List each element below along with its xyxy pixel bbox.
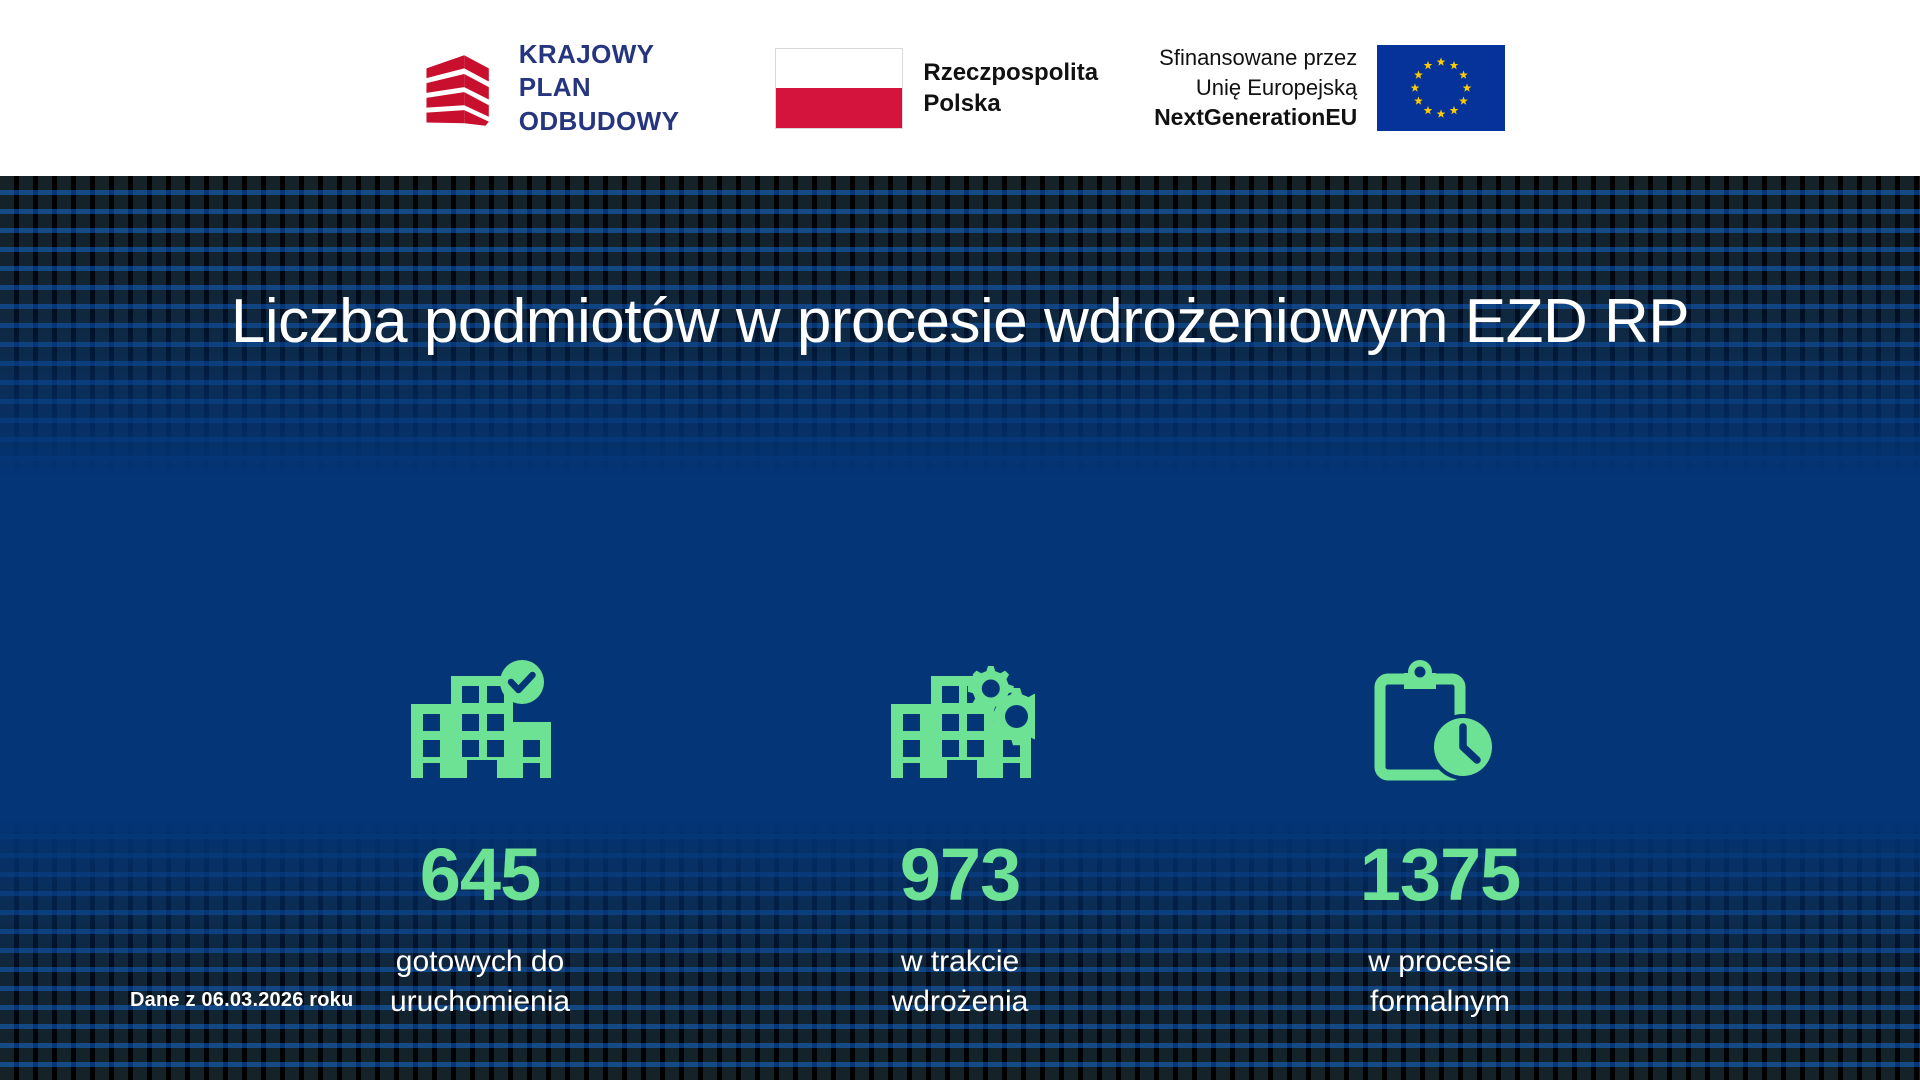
stat-card-ready: 645 gotowych do uruchomienia (300, 646, 660, 1021)
stat-card-formal: 1375 w procesie formalnym (1260, 646, 1620, 1021)
main-panel: Liczba podmiotów w procesie wdrożeniowym… (0, 176, 1920, 1080)
poland-line-2: Polska (923, 90, 1001, 117)
eu-logo: Sfinansowane przez Unię Europejską NextG… (1154, 43, 1506, 132)
stats-row: 645 gotowych do uruchomienia (300, 646, 1620, 1021)
kpo-line-2: PLAN (518, 72, 592, 103)
stat-card-in-progress: 973 w trakcie wdrożenia (780, 646, 1140, 1021)
stat-label: gotowych do uruchomienia (389, 945, 571, 1018)
page-title: Liczba podmiotów w procesie wdrożeniowym… (230, 287, 1690, 356)
eu-line-2: Unię Europejską (1195, 74, 1358, 100)
poland-logo-text: Rzeczpospolita Polska (923, 57, 1098, 119)
flag-stripe-red (776, 88, 903, 128)
stat-value: 973 (899, 833, 1021, 916)
eu-line-3: NextGenerationEU (1154, 103, 1358, 130)
eu-line-1: Sfinansowane przez (1159, 45, 1358, 71)
logo-bar: KRAJOWY PLAN ODBUDOWY Rzeczpospolita Pol… (0, 0, 1920, 176)
eu-logo-text: Sfinansowane przez Unię Europejską NextG… (1154, 43, 1357, 132)
stat-label: w trakcie wdrożenia (891, 945, 1029, 1018)
building-gears-icon (780, 646, 1140, 796)
poland-flag-icon (775, 47, 904, 129)
kpo-line-1: KRAJOWY (518, 39, 655, 70)
poland-logo: Rzeczpospolita Polska (775, 47, 1098, 129)
building-check-icon (300, 646, 660, 796)
flag-stripe-white (776, 48, 903, 88)
kpo-logo: KRAJOWY PLAN ODBUDOWY (415, 38, 680, 138)
kpo-line-3: ODBUDOWY (518, 105, 680, 136)
eu-flag-icon (1377, 44, 1506, 131)
kpo-logo-text: KRAJOWY PLAN ODBUDOWY (519, 38, 680, 138)
clipboard-clock-icon (1260, 646, 1620, 796)
stat-label: w procesie formalnym (1368, 945, 1512, 1018)
data-date-footnote: Dane z 06.03.2026 roku (130, 989, 354, 1011)
poland-line-1: Rzeczpospolita (923, 58, 1099, 86)
stat-value: 1375 (1359, 833, 1522, 916)
eu-stars-icon (1410, 57, 1472, 118)
kpo-mark-icon (426, 55, 489, 126)
stat-value: 645 (419, 833, 541, 916)
